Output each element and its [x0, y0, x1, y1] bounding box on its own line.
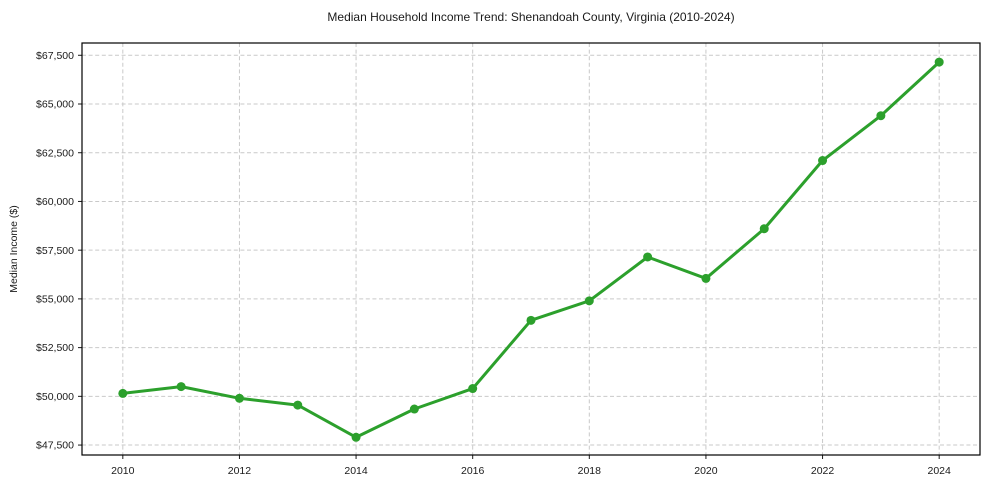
y-tick-label: $65,000 — [36, 99, 74, 111]
data-point-2022 — [818, 156, 828, 166]
x-tick-label: 2012 — [228, 465, 252, 477]
data-point-2013 — [293, 400, 303, 410]
y-tick-label: $62,500 — [36, 147, 74, 159]
y-tick-label: $57,500 — [36, 245, 74, 257]
x-tick-label: 2010 — [111, 465, 135, 477]
data-point-2016 — [468, 384, 478, 394]
plot-border — [81, 42, 981, 456]
y-tick-label: $60,000 — [36, 196, 74, 208]
x-tick-label: 2016 — [461, 465, 485, 477]
x-tick-label: 2024 — [928, 465, 952, 477]
data-point-2010 — [118, 388, 128, 398]
data-point-2020 — [701, 273, 711, 283]
x-tick-label: 2014 — [344, 465, 368, 477]
data-point-2023 — [876, 111, 886, 121]
y-tick-label: $67,500 — [36, 50, 74, 62]
x-tick-label: 2018 — [578, 465, 602, 477]
data-point-2015 — [409, 404, 419, 414]
x-tick-label: 2022 — [811, 465, 835, 477]
data-point-2017 — [526, 315, 536, 325]
y-tick-label: $55,000 — [36, 293, 74, 305]
y-tick-label: $47,500 — [36, 440, 74, 452]
data-point-2019 — [643, 252, 653, 262]
data-point-2024 — [934, 57, 944, 67]
data-point-2018 — [584, 296, 594, 306]
data-point-2011 — [176, 382, 186, 392]
data-point-2021 — [759, 224, 769, 234]
data-point-2014 — [351, 432, 361, 442]
y-tick-label: $52,500 — [36, 342, 74, 354]
y-tick-label: $50,000 — [36, 391, 74, 403]
x-tick-label: 2020 — [694, 465, 718, 477]
data-point-2012 — [234, 393, 244, 403]
chart-title: Median Household Income Trend: Shenandoa… — [327, 10, 735, 24]
